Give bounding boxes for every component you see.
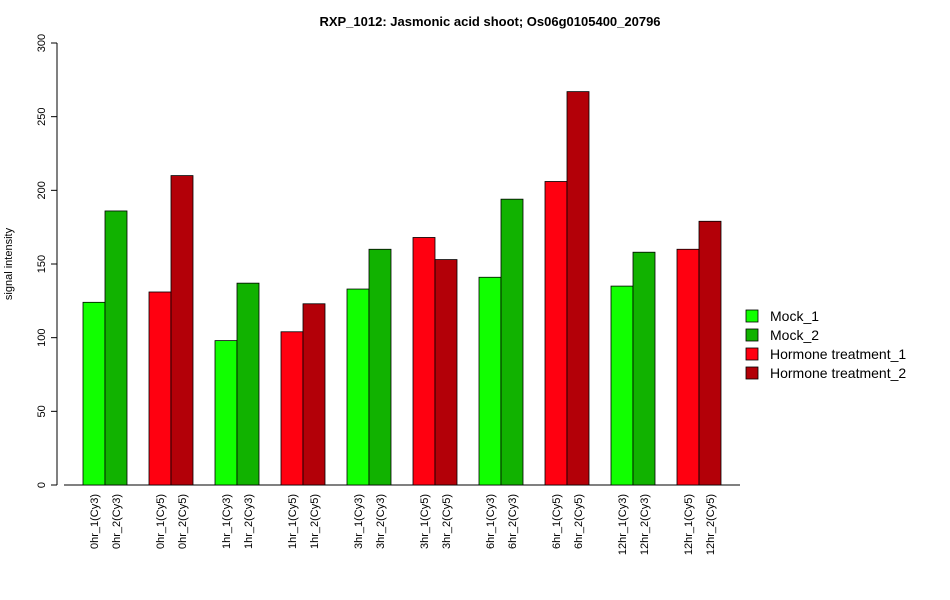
bar	[170, 175, 194, 486]
x-tick-label: 6hr_1(Cy5)	[551, 494, 563, 549]
x-tick-label: 3hr_2(Cy3)	[375, 494, 387, 549]
x-tick-label: 12hr_1(Cy3)	[617, 494, 629, 555]
y-tick-label: 250	[36, 107, 48, 125]
bar	[610, 285, 634, 486]
bar	[698, 220, 722, 486]
y-tick-label: 200	[36, 181, 48, 199]
x-tick-label: 0hr_2(Cy5)	[177, 494, 189, 549]
bar	[104, 210, 128, 486]
y-tick-label: 150	[36, 255, 48, 273]
y-tick-label: 0	[36, 482, 48, 488]
bar	[478, 276, 502, 486]
bar	[676, 248, 700, 486]
x-tick-label: 12hr_1(Cy5)	[683, 494, 695, 555]
legend-swatch	[745, 366, 759, 380]
bar	[346, 288, 370, 486]
legend-label: Mock_1	[770, 308, 819, 324]
chart-title: RXP_1012: Jasmonic acid shoot; Os06g0105…	[319, 14, 660, 29]
legend-label: Hormone treatment_1	[770, 346, 906, 362]
bar	[434, 259, 458, 486]
x-tick-label: 1hr_1(Cy3)	[221, 494, 233, 549]
x-tick-label: 6hr_1(Cy3)	[485, 494, 497, 549]
x-tick-label: 12hr_2(Cy3)	[639, 494, 651, 555]
x-tick-label: 0hr_2(Cy3)	[111, 494, 123, 549]
y-tick-label: 300	[36, 34, 48, 52]
legend: Mock_1 Mock_2 Hormone treatment_1 Hormone t…	[745, 308, 906, 381]
bar	[412, 237, 436, 486]
x-tick-labels: 0hr_1(Cy3) 0hr_2(Cy3) 0hr_1(Cy5) 0hr_2(Cy5)…	[89, 494, 717, 555]
legend-swatch	[745, 328, 759, 342]
bar	[566, 91, 590, 486]
x-tick-label: 3hr_1(Cy5)	[419, 494, 431, 549]
x-tick-label: 6hr_2(Cy3)	[507, 494, 519, 549]
bar	[500, 198, 524, 486]
bar	[368, 248, 392, 486]
y-axis-label: signal intensity	[3, 227, 15, 300]
x-tick-label: 1hr_2(Cy5)	[309, 494, 321, 549]
x-tick-label: 0hr_1(Cy5)	[155, 494, 167, 549]
bar	[302, 303, 326, 486]
y-tick-label: 100	[36, 328, 48, 346]
bar	[148, 291, 172, 486]
x-tick-label: 3hr_2(Cy5)	[441, 494, 453, 549]
legend-label: Hormone treatment_2	[770, 365, 906, 381]
x-tick-label: 6hr_2(Cy5)	[573, 494, 585, 549]
x-tick-label: 1hr_1(Cy5)	[287, 494, 299, 549]
legend-label: Mock_2	[770, 327, 819, 343]
bar	[214, 340, 238, 486]
x-tick-label: 0hr_1(Cy3)	[89, 494, 101, 549]
y-axis: 0 50 100 150 200 250 300	[36, 34, 58, 488]
bar	[280, 331, 304, 486]
bar	[632, 251, 656, 486]
legend-swatch	[745, 347, 759, 361]
y-tick-label: 50	[36, 405, 48, 417]
bar	[82, 301, 106, 486]
x-tick-label: 1hr_2(Cy3)	[243, 494, 255, 549]
x-tick-label: 12hr_2(Cy5)	[705, 494, 717, 555]
bars-group	[82, 91, 722, 486]
bar	[236, 282, 260, 486]
x-tick-label: 3hr_1(Cy3)	[353, 494, 365, 549]
legend-swatch	[745, 309, 759, 323]
bar	[544, 181, 568, 486]
